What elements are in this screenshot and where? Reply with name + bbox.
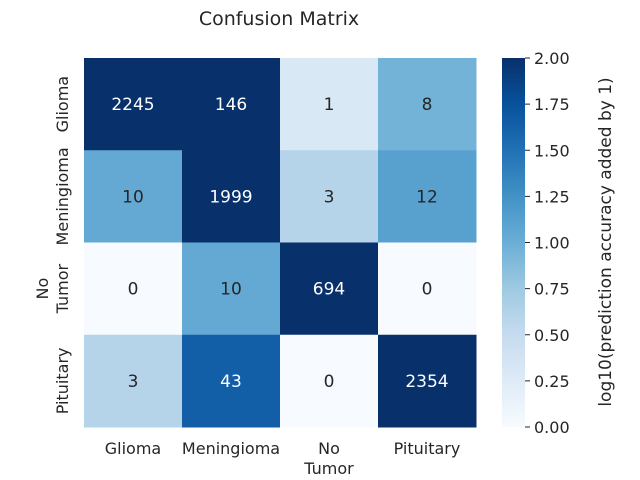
y-tick-label-0: Glioma [53,76,72,132]
cell-value-r3-c3: 2354 [405,372,448,392]
colorbar: 0.00 0.25 0.50 0.75 1.00 1.25 1.50 1.75 2.00 log… [502,49,616,437]
x-tick-labels: Glioma Meningioma No Tumor Pituitary [105,439,461,478]
cell-r3-c0 [84,334,183,428]
cell-value-r2-c3: 0 [422,280,433,300]
cell-value-r0-c0: 2245 [111,95,154,115]
cell-r2-c1 [182,242,281,336]
cell-r0-c1 [182,58,281,151]
x-tick-label-3: Pituitary [394,439,461,458]
cell-r1-c3 [378,150,477,243]
colorbar-tick-label-7: 1.75 [534,95,570,114]
cell-r1-c2 [280,150,379,243]
cell-value-r1-c3: 12 [416,187,438,207]
cell-r3-c2 [280,334,379,428]
cell-value-r0-c2: 1 [324,95,335,115]
cell-r3-c1 [182,334,281,428]
colorbar-label: log10(prediction accuracy added by 1) [596,77,616,406]
colorbar-tick-label-2: 0.50 [534,326,570,345]
colorbar-tick-label-1: 0.25 [534,372,570,391]
cell-r1-c0 [84,150,183,243]
cell-r0-c2 [280,58,379,151]
cell-r0-c3 [378,58,477,151]
x-tick-label-2: No Tumor [303,439,354,478]
chart-title: Confusion Matrix [199,8,359,30]
cell-r2-c2 [280,242,379,336]
colorbar-tick-label-5: 1.25 [534,187,570,206]
colorbar-tick-label-0: 0.00 [534,418,570,437]
cell-r2-c0 [84,242,183,336]
cell-value-r3-c2: 0 [324,372,335,392]
colorbar-tick-label-6: 1.50 [534,141,570,160]
x-tick-label-1: Meningioma [182,439,280,458]
colorbar-tick-label-4: 1.00 [534,234,570,253]
cell-value-r0-c1: 146 [215,95,247,115]
y-tick-labels: Glioma Meningioma NoTumor Pituitary [33,76,72,414]
cell-value-r3-c1: 43 [220,372,242,392]
cell-r1-c1 [182,150,281,243]
colorbar-tick-label-3: 0.75 [534,280,570,299]
y-tick-label-1: Meningioma [53,147,72,245]
colorbar-gradient [502,58,525,427]
heatmap-cells: 2245 146 1 8 10 1999 3 12 0 10 694 0 3 43 0 2354 [84,58,477,428]
cell-value-r2-c0: 0 [128,280,139,300]
x-tick-label-0: Glioma [105,439,161,458]
cell-value-r1-c0: 10 [122,187,144,207]
colorbar-tick-label-8: 2.00 [534,49,570,68]
cell-value-r2-c2: 694 [313,280,345,300]
cell-value-r2-c1: 10 [220,280,242,300]
cell-r2-c3 [378,242,477,336]
cell-value-r3-c0: 3 [128,372,139,392]
cell-r0-c0 [84,58,183,151]
colorbar-ticks: 0.00 0.25 0.50 0.75 1.00 1.25 1.50 1.75 2.00 [525,49,570,437]
cell-value-r1-c2: 3 [324,187,335,207]
y-tick-label-3: Pituitary [53,348,72,415]
cell-value-r1-c1: 1999 [209,187,252,207]
y-tick-label-2: NoTumor [33,263,72,314]
cell-value-r0-c3: 8 [422,95,433,115]
cell-r3-c3 [378,334,477,428]
